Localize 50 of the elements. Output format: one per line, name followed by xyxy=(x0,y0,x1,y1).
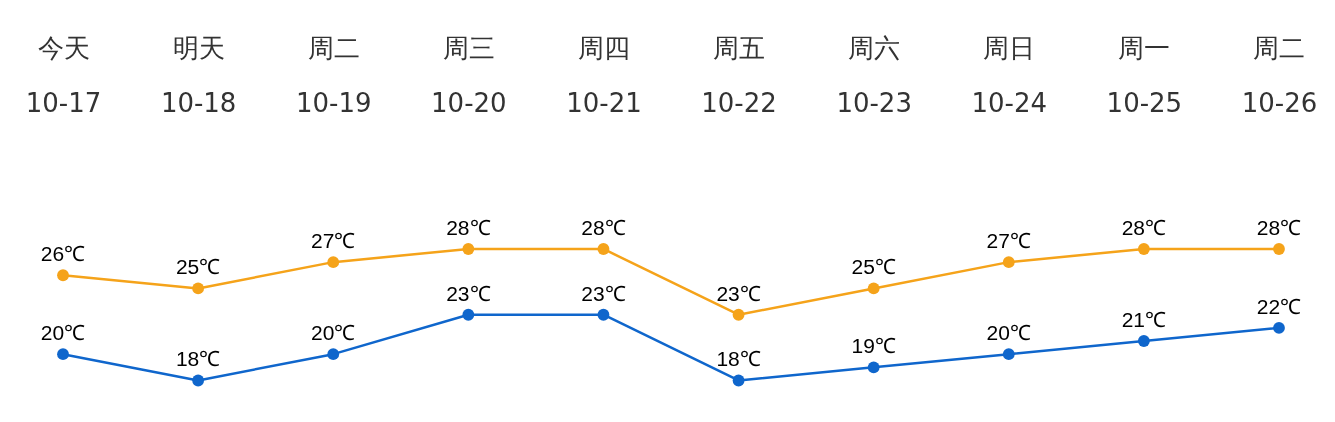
point xyxy=(57,348,69,361)
point xyxy=(1137,243,1150,255)
point xyxy=(192,282,205,295)
data-label: 25℃ xyxy=(851,255,896,279)
point xyxy=(1137,335,1150,347)
data-label: 23℃ xyxy=(716,281,761,305)
point xyxy=(192,374,205,387)
point xyxy=(462,308,475,321)
point xyxy=(597,308,610,321)
x-tick-label: 周六 10-23 xyxy=(836,33,912,119)
point xyxy=(867,361,880,374)
data-label: 22℃ xyxy=(1256,294,1302,318)
data-label: 23℃ xyxy=(446,281,491,305)
data-label: 26℃ xyxy=(40,242,86,266)
point xyxy=(732,374,745,387)
x-tick-label: 周二 10-26 xyxy=(1241,33,1318,119)
point xyxy=(1002,348,1015,361)
data-label: 20℃ xyxy=(986,321,1031,345)
x-tick-label: 周五 10-22 xyxy=(701,33,777,119)
x-tick-label: 周二 10-19 xyxy=(295,33,372,119)
data-label: 20℃ xyxy=(40,321,86,345)
data-label: 21℃ xyxy=(1121,308,1167,332)
point xyxy=(327,348,340,361)
point xyxy=(597,243,610,255)
data-label: 18℃ xyxy=(175,347,221,371)
x-tick-label: 周一 10-25 xyxy=(1106,33,1183,119)
x-tick-label: 周四 10-21 xyxy=(566,33,642,119)
data-label: 28℃ xyxy=(1256,215,1302,239)
data-label: 18℃ xyxy=(716,347,761,371)
data-label: 19℃ xyxy=(851,334,896,358)
data-label: 28℃ xyxy=(1121,215,1167,239)
point xyxy=(867,282,880,295)
point xyxy=(462,243,475,255)
point xyxy=(57,269,69,282)
point xyxy=(732,308,745,321)
x-tick-label: 周日 10-24 xyxy=(971,33,1048,119)
point xyxy=(1002,256,1015,269)
data-label: 20℃ xyxy=(311,321,356,345)
data-label: 27℃ xyxy=(986,229,1031,253)
data-label: 27℃ xyxy=(311,229,356,253)
x-tick-label: 明天 10-18 xyxy=(160,33,237,119)
point xyxy=(1273,321,1285,334)
x-tick-label: 周三 10-20 xyxy=(431,33,507,119)
point xyxy=(327,256,340,269)
x-tick-label: 今天 10-17 xyxy=(25,33,102,119)
data-label: 25℃ xyxy=(175,255,221,279)
data-label: 28℃ xyxy=(581,215,626,239)
data-label: 28℃ xyxy=(446,215,491,239)
point xyxy=(1273,243,1285,255)
data-label: 23℃ xyxy=(581,281,626,305)
